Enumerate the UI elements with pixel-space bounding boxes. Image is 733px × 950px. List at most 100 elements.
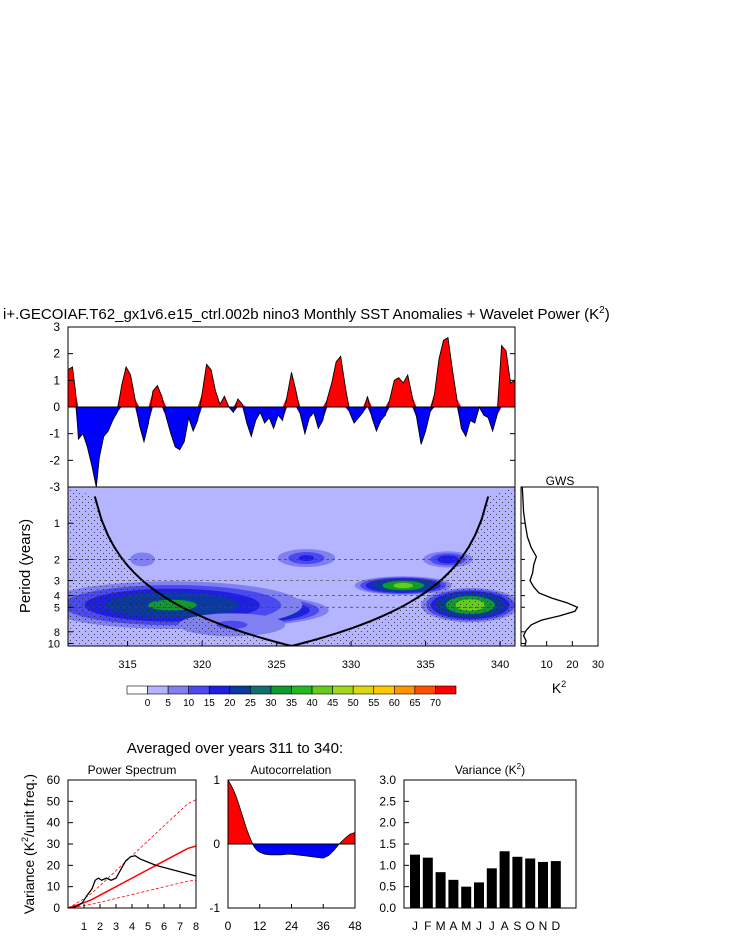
xtick-label: 48 (348, 919, 362, 933)
colorbar-swatch (291, 685, 313, 695)
wavelet-xaxis: 315 320 325 330 335 340 (118, 641, 509, 671)
ytick-label: 5 (54, 602, 60, 614)
wavelet-contour (298, 555, 314, 562)
cone-of-influence-line (93, 496, 490, 646)
autocorrelation-negative-area (228, 844, 355, 859)
ytick-label: 0.5 (379, 880, 396, 894)
wavelet-panel: 1 2 3 45 810 315 320 325 330 335 340 Period (year… (17, 486, 516, 671)
xtick-label: 4 (129, 921, 135, 933)
autocorrelation-title: Autocorrelation (251, 763, 332, 777)
ytick-label: 20 (47, 858, 61, 872)
colorbar-label: 35 (286, 698, 298, 709)
colorbar-swatch (311, 685, 333, 695)
xtick-label: 0 (225, 919, 232, 933)
wavelet-frame (67, 486, 516, 647)
wavelet-contour (393, 582, 414, 589)
ytick-label: 10 (47, 880, 61, 894)
ytick-label: 1 (54, 518, 60, 530)
colorbar-swatch (147, 685, 169, 695)
gws-xlabel: K2 (552, 679, 566, 696)
xtick-label: J (412, 919, 418, 933)
autocorrelation-axes: 1 0 -1 0 12 24 36 48 (209, 773, 362, 933)
spectrum-red-noise-fit (68, 845, 196, 908)
colorbar-swatch (250, 685, 272, 695)
variance-bar (512, 856, 523, 908)
ytick-label: 2 (53, 347, 60, 361)
power-spectrum-panel: Power Spectrum 60 50 40 30 20 10 0 1 2 3 4 5 6 7 8 Var… (20, 763, 199, 933)
ytick-label: 30 (47, 837, 61, 851)
ytick-label: 1.5 (379, 837, 396, 851)
xtick-label: 24 (285, 919, 299, 933)
xtick-label: 7 (177, 921, 183, 933)
ytick-label: 3 (54, 576, 60, 588)
ytick-label: 60 (47, 773, 61, 787)
ytick-label: 50 (47, 794, 61, 808)
xtick-label: 315 (118, 659, 136, 671)
colorbar-swatch (188, 685, 210, 695)
spectrum-line (68, 855, 196, 908)
colorbar-swatch (352, 685, 375, 695)
colorbar-swatch (229, 685, 251, 695)
ytick-label: 1.0 (379, 858, 396, 872)
xtick-label: 12 (253, 919, 267, 933)
gws-frame (520, 486, 599, 647)
colorbar-label: 20 (224, 698, 236, 709)
colorbar-label: 70 (430, 698, 442, 709)
variance-bar (525, 858, 536, 908)
ytick-label: 2 (54, 554, 60, 566)
ytick-label: 0.0 (379, 901, 396, 915)
xtick-label: A (449, 919, 457, 933)
variance-bar (538, 861, 548, 908)
xtick-label: M (436, 919, 446, 933)
ytick-label: 3.0 (379, 773, 396, 787)
colorbar-label: 10 (183, 698, 195, 709)
gws-title: GWS (546, 474, 575, 488)
ytick-label: -1 (49, 427, 60, 441)
ytick-label: 2.0 (379, 816, 396, 830)
colorbar-label: 60 (389, 698, 401, 709)
autocorrelation-positive-area (228, 780, 355, 844)
wavelet-yaxis: 1 2 3 45 810 (48, 518, 73, 650)
period-dashed-lines (68, 559, 515, 608)
timeseries-positive-area (68, 337, 515, 407)
xtick-label: 8 (193, 921, 199, 933)
xtick-label: A (501, 919, 509, 933)
variance-bar (550, 861, 561, 908)
colorbar-swatch (373, 685, 395, 695)
ytick-label: -3 (49, 480, 60, 494)
xtick-label: O (526, 919, 535, 933)
variance-bar (422, 857, 433, 908)
ytick-label: 1 (53, 373, 60, 387)
xtick-label: 6 (161, 921, 167, 933)
xtick-label: 335 (416, 659, 434, 671)
ytick-label: 0 (53, 400, 60, 414)
xtick-label: F (424, 919, 431, 933)
gws-panel: GWS 10 20 30 K2 (520, 474, 604, 696)
spectrum-upper-confidence (68, 799, 196, 908)
variance-bar (486, 868, 497, 908)
variance-bar (435, 872, 446, 908)
averaged-label: Averaged over years 311 to 340: (127, 740, 343, 757)
colorbar-label: 50 (348, 698, 360, 709)
variance-bar (474, 882, 484, 908)
xtick-label: J (476, 919, 482, 933)
power-spectrum-ylabel: Variance (K2/unit freq.) (20, 774, 37, 914)
gws-axes: 10 20 30 (521, 522, 604, 671)
variance-bars (410, 851, 561, 908)
xtick-label: D (551, 919, 560, 933)
power-spectrum-frame (67, 779, 197, 909)
xtick-label: N (539, 919, 548, 933)
ytick-label: 8 (54, 627, 60, 639)
ytick-label: 2.5 (379, 794, 396, 808)
xtick-label: 30 (592, 659, 604, 671)
variance-panel: Variance (K2) 3.02.52.01.51.00.50.0J F M A M… (379, 762, 577, 933)
autocorrelation-panel: Autocorrelation 1 0 -1 0 12 24 36 48 (209, 763, 362, 933)
spectrum-lower-confidence (68, 879, 196, 908)
xtick-label: 3 (113, 921, 119, 933)
colorbar-swatch (208, 685, 231, 695)
xtick-label: 325 (267, 659, 285, 671)
colorbar-label: 0 (145, 698, 151, 709)
ytick-label: 10 (48, 638, 60, 650)
xtick-label: 2 (97, 921, 103, 933)
